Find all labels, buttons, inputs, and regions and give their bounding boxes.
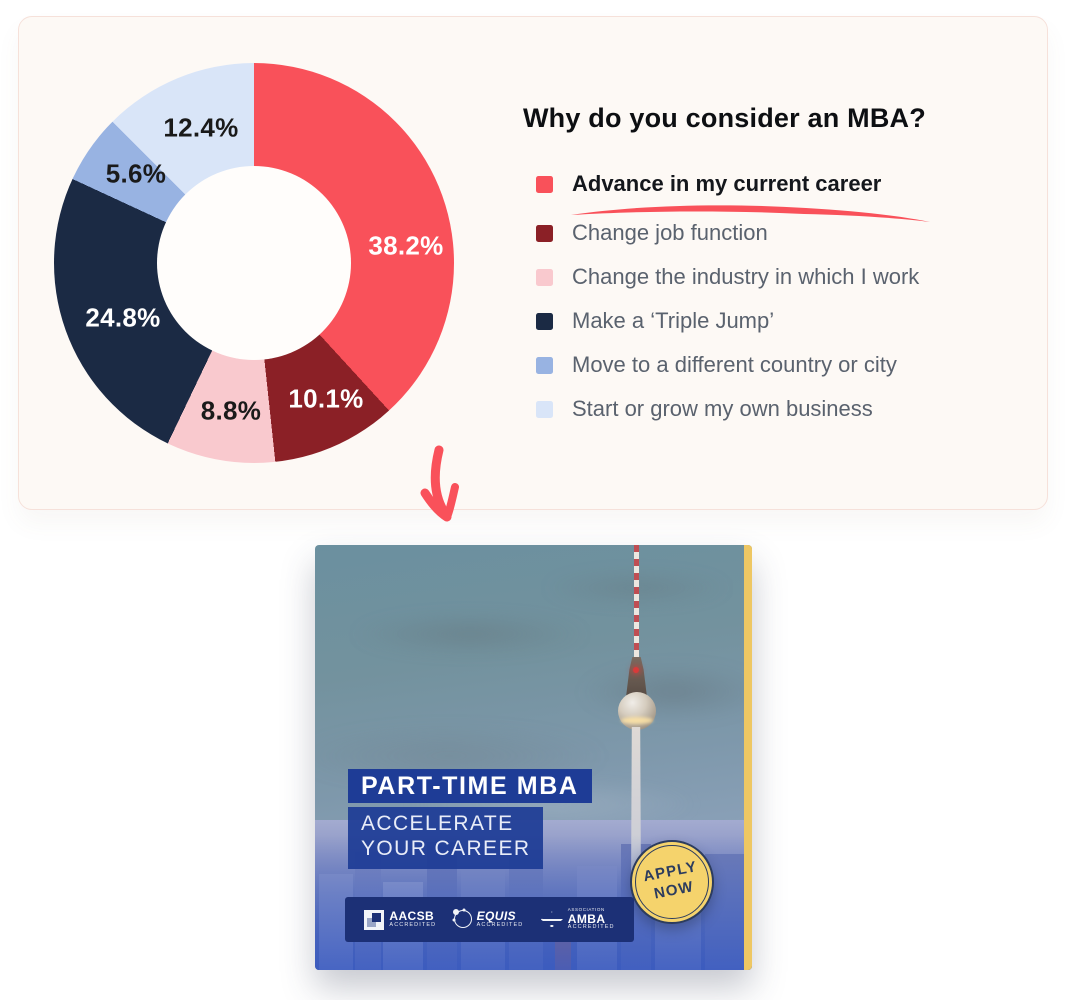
amba-sub: ACCREDITED: [567, 924, 615, 931]
donut-label: 12.4%: [163, 112, 239, 143]
legend-swatch: [536, 312, 553, 330]
aacsb-sub: ACCREDITED: [389, 921, 437, 928]
survey-card: 38.2% 10.1% 8.8% 24.8% 5.6% 12.4% Why do…: [18, 16, 1048, 510]
ad-subheadline-line1: ACCELERATE: [361, 812, 514, 835]
down-arrow-icon: [420, 445, 459, 522]
cloud: [579, 664, 752, 720]
tower-sphere: [618, 692, 656, 730]
legend-item: Advance in my current career: [536, 162, 1016, 206]
chart-legend: Advance in my current career Change job …: [536, 162, 1016, 431]
amba-name: AMBA: [567, 911, 606, 926]
donut-hole: [157, 166, 351, 360]
tower-antenna: [634, 545, 639, 663]
legend-swatch: [536, 400, 553, 418]
equis-accreditation: EQUIS ACCREDITED: [452, 909, 524, 929]
donut-label: 10.1%: [288, 383, 364, 414]
chart-title: Why do you consider an MBA?: [523, 103, 926, 133]
ad-headline: PART-TIME MBA: [348, 769, 592, 803]
apply-now-label: APPLY NOW: [641, 858, 699, 903]
aacsb-name: AACSB: [389, 909, 435, 924]
donut-label: 5.6%: [105, 158, 167, 189]
equis-sub: ACCREDITED: [476, 921, 524, 928]
cloud: [349, 613, 590, 655]
amba-sup: ASSOCIATION: [567, 906, 605, 912]
legend-label: Make a ‘Triple Jump’: [572, 308, 775, 333]
legend-label: Start or grow my own business: [572, 396, 873, 421]
legend-swatch: [536, 175, 553, 193]
mba-ad-banner[interactable]: PART-TIME MBA ACCELERATE YOUR CAREER APP…: [315, 545, 752, 970]
donut-label: 8.8%: [200, 395, 262, 426]
equis-logo-icon: [452, 909, 472, 929]
amba-logo-icon: [540, 911, 563, 928]
legend-item: Make a ‘Triple Jump’: [536, 299, 1016, 343]
legend-label: Move to a different country or city: [572, 352, 897, 377]
legend-item: Start or grow my own business: [536, 387, 1016, 431]
ad-subheadline-line2: YOUR CAREER: [361, 836, 531, 860]
aacsb-logo-icon: [364, 909, 385, 930]
legend-label: Advance in my current career: [572, 171, 882, 196]
tower-shaft: [631, 727, 641, 892]
donut-label: 38.2%: [368, 230, 444, 261]
amba-accreditation: ASSOCIATION AMBA ACCREDITED: [540, 906, 615, 931]
legend-swatch: [536, 268, 553, 286]
donut-chart-area: 38.2% 10.1% 8.8% 24.8% 5.6% 12.4%: [54, 63, 454, 463]
tv-tower: [315, 545, 752, 970]
tower-light: [633, 667, 639, 673]
legend-label: Change the industry in which I work: [572, 264, 920, 289]
legend-item: Move to a different country or city: [536, 343, 1016, 387]
legend-item: Change the industry in which I work: [536, 255, 1016, 299]
aacsb-accreditation: AACSB ACCREDITED: [364, 909, 437, 930]
apply-now-button[interactable]: APPLY NOW: [630, 840, 714, 924]
legend-label: Change job function: [572, 220, 768, 245]
yellow-accent-strip: [744, 545, 752, 970]
tower-turret: [626, 657, 647, 697]
legend-swatch: [536, 224, 553, 242]
legend-swatch: [536, 356, 553, 374]
legend-item: Change job function: [536, 211, 1016, 255]
accreditation-bar: AACSB ACCREDITED EQUIS ACCREDITED ASSOCI…: [345, 897, 634, 942]
equis-name: EQUIS: [476, 909, 516, 924]
donut-label: 24.8%: [85, 302, 161, 333]
ad-subheadline: ACCELERATE YOUR CAREER: [348, 807, 544, 869]
